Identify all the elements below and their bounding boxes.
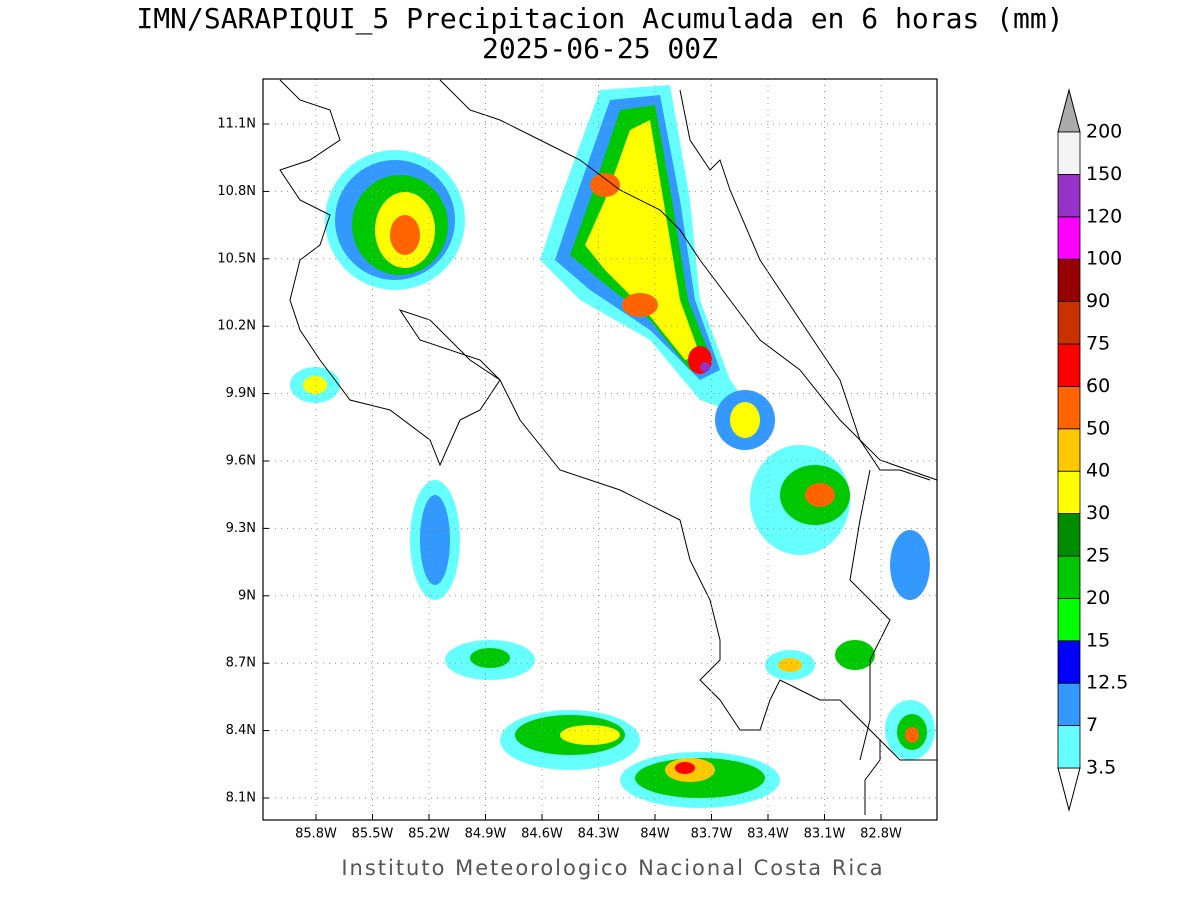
colorbar-segment [1057, 598, 1081, 642]
precipitation-field [290, 85, 935, 808]
colorbar-label: 75 [1086, 333, 1110, 355]
x-tick-label: 83.4W [747, 827, 789, 842]
y-tick-label: 9.3N [226, 521, 256, 536]
colorbar-segment [1057, 216, 1081, 260]
y-tick-label: 9.9N [226, 386, 256, 401]
x-tick-label: 84W [640, 827, 670, 842]
y-tick-label: 8.1N [226, 791, 256, 806]
y-tick-label: 11.1N [217, 117, 256, 132]
colorbar-label: 90 [1086, 290, 1110, 312]
colorbar-segment [1057, 640, 1081, 684]
x-tick-label: 85.8W [295, 827, 337, 842]
footer: Instituto Meteorologico Nacional Costa R… [341, 856, 884, 880]
colorbar-label: 25 [1086, 545, 1110, 567]
x-tick-label: 82.8W [860, 827, 902, 842]
y-tick-label: 10.8N [217, 184, 256, 199]
colorbar-segment [1057, 258, 1081, 303]
y-tick-label: 9.6N [226, 454, 256, 469]
colorbar-segment [1057, 428, 1081, 472]
colorbar-over [1057, 88, 1081, 133]
colorbar-label: 7 [1086, 714, 1098, 736]
x-tick-label: 85.2W [408, 827, 450, 842]
coastline [279, 79, 938, 815]
x-tick-label: 84.6W [521, 827, 563, 842]
title: IMN/SARAPIQUI_5 Precipitacion Acumulada … [136, 2, 1063, 36]
x-tick-label: 84.3W [578, 827, 620, 842]
colorbar-label: 150 [1086, 163, 1122, 185]
colorbar-label: 120 [1086, 205, 1122, 227]
y-tick-label: 9N [238, 588, 256, 603]
colorbar-segment [1057, 131, 1081, 175]
colorbar-label: 100 [1086, 248, 1122, 270]
colorbar-segment [1057, 725, 1081, 769]
subtitle: 2025-06-25 00Z [482, 32, 718, 65]
colorbar-label: 20 [1086, 587, 1110, 609]
colorbar-label: 3.5 [1086, 757, 1116, 779]
y-tick-label: 10.5N [217, 251, 256, 266]
colorbar-segment [1057, 343, 1081, 387]
colorbar-label: 60 [1086, 375, 1110, 397]
colorbar-label: 30 [1086, 502, 1110, 524]
map-frame [262, 78, 938, 821]
y-tick-label: 8.7N [226, 656, 256, 671]
x-tick-label: 84.9W [465, 827, 507, 842]
colorbar-segment [1057, 682, 1081, 727]
colorbar-segment [1057, 513, 1081, 557]
y-tick-label: 8.4N [226, 723, 256, 738]
colorbar-segment [1057, 173, 1081, 218]
x-tick-label: 85.5W [352, 827, 394, 842]
colorbar-segment [1057, 301, 1081, 345]
x-tick-label: 83.1W [804, 827, 846, 842]
colorbar-under [1057, 767, 1081, 812]
colorbar-label: 12.5 [1086, 672, 1128, 694]
colorbar-segment [1057, 385, 1081, 430]
colorbar-segment [1057, 555, 1081, 599]
x-tick-label: 83.7W [691, 827, 733, 842]
colorbar-segment [1057, 470, 1081, 515]
colorbar-label: 40 [1086, 460, 1110, 482]
colorbar-label: 15 [1086, 629, 1110, 651]
y-tick-label: 10.2N [217, 319, 256, 334]
colorbar-label: 50 [1086, 417, 1110, 439]
colorbar-label: 200 [1086, 121, 1122, 143]
